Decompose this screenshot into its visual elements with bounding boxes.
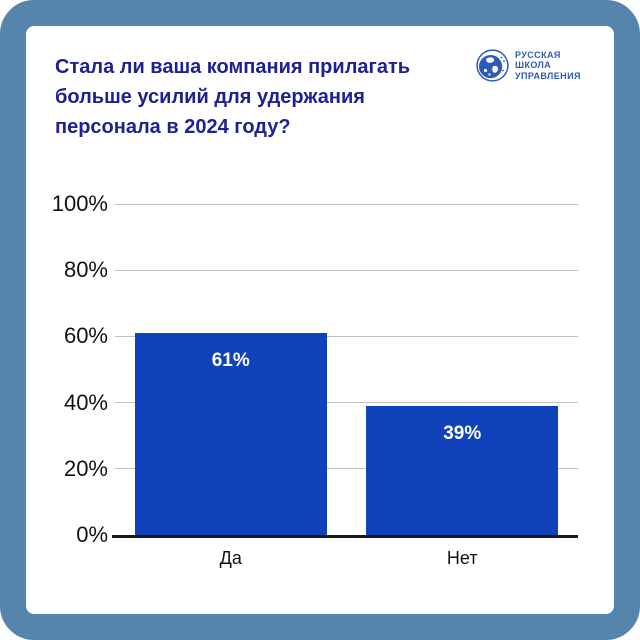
y-axis-label: 100% xyxy=(51,191,108,216)
gridline xyxy=(115,335,578,337)
axis-baseline xyxy=(112,535,578,538)
y-axis-label: 40% xyxy=(63,389,108,415)
x-axis-label: Нет xyxy=(446,548,478,568)
gridline xyxy=(115,269,578,271)
globe-icon xyxy=(476,49,509,82)
bar-value-label: 39% xyxy=(443,422,482,444)
bar: 39% xyxy=(366,405,559,535)
y-axis-label: 60% xyxy=(63,323,108,349)
gridline xyxy=(115,402,578,404)
x-axis-label: Да xyxy=(219,548,242,568)
bar: 61% xyxy=(134,333,327,535)
bar-value-label: 61% xyxy=(211,350,250,372)
y-axis-label: 0% xyxy=(76,522,108,547)
logo-line-1: РУССКАЯ xyxy=(515,49,561,60)
y-axis-label: 80% xyxy=(63,257,108,283)
logo-line-2: ШКОЛА xyxy=(515,60,552,71)
logo-text: РУССКАЯ ШКОЛА УПРАВЛЕНИЯ xyxy=(515,50,581,82)
gridline xyxy=(115,203,578,205)
gridline xyxy=(115,468,578,470)
company-logo: РУССКАЯ ШКОЛА УПРАВЛЕНИЯ xyxy=(476,49,581,82)
chart-question-title: Стала ли ваша компания прилагать больше … xyxy=(55,56,411,138)
y-axis-label: 20% xyxy=(63,455,108,481)
logo-line-3: УПРАВЛЕНИЯ xyxy=(515,70,581,81)
